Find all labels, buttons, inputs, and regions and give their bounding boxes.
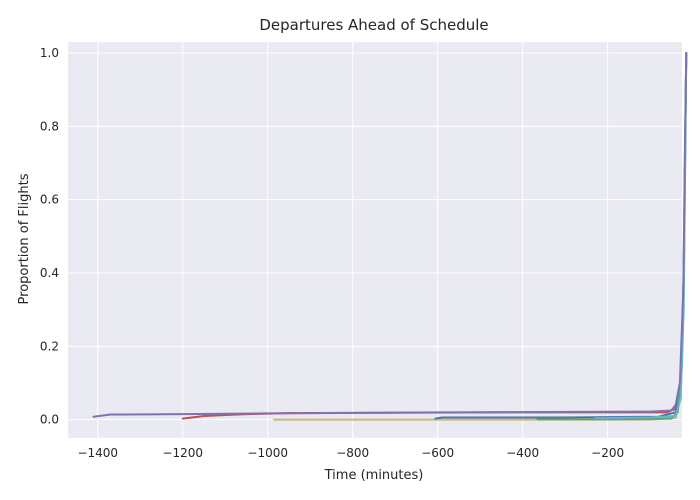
series-layer [92, 52, 688, 421]
y-ticks: 0.0 0.2 0.4 0.6 0.8 1.0 [40, 46, 59, 427]
x-tick-label: −1000 [247, 446, 288, 460]
plot-area [68, 42, 682, 438]
x-tick-label: −600 [421, 446, 454, 460]
x-ticks: −1400 −1200 −1000 −800 −600 −400 −200 [77, 446, 624, 460]
x-grid [97, 42, 609, 438]
x-tick-label: −400 [506, 446, 539, 460]
y-tick-label: 0.6 [40, 193, 59, 207]
y-tick-label: 1.0 [40, 46, 59, 60]
y-axis-label: Proportion of Flights [17, 173, 32, 304]
x-tick-label: −800 [336, 446, 369, 460]
chart-title: Departures Ahead of Schedule [259, 16, 488, 34]
x-axis-label: Time (minutes) [324, 468, 424, 483]
y-tick-label: 0.0 [40, 413, 59, 427]
y-tick-label: 0.2 [40, 339, 59, 353]
y-grid [68, 52, 682, 421]
x-tick-label: −1400 [77, 446, 118, 460]
x-tick-label: −1200 [162, 446, 203, 460]
series-line-6 [92, 52, 688, 418]
y-tick-label: 0.8 [40, 119, 59, 133]
y-tick-label: 0.4 [40, 266, 59, 280]
x-tick-label: −200 [591, 446, 624, 460]
